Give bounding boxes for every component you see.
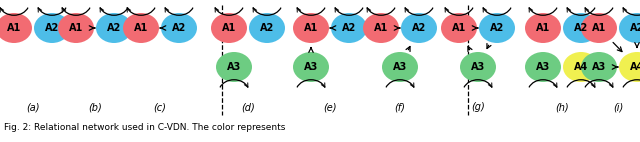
Ellipse shape — [525, 52, 561, 82]
Text: (e): (e) — [323, 102, 337, 112]
Text: A2: A2 — [412, 23, 426, 33]
Text: A1: A1 — [134, 23, 148, 33]
Text: A1: A1 — [69, 23, 83, 33]
Ellipse shape — [363, 13, 399, 43]
Text: A2: A2 — [260, 23, 274, 33]
Text: A4: A4 — [630, 62, 640, 72]
Ellipse shape — [293, 13, 329, 43]
Ellipse shape — [331, 13, 367, 43]
Ellipse shape — [58, 13, 94, 43]
Text: A1: A1 — [374, 23, 388, 33]
Text: A4: A4 — [574, 62, 588, 72]
Text: A1: A1 — [222, 23, 236, 33]
Ellipse shape — [401, 13, 437, 43]
Text: A3: A3 — [393, 62, 407, 72]
Ellipse shape — [382, 52, 418, 82]
Text: A1: A1 — [7, 23, 21, 33]
Text: (c): (c) — [154, 102, 166, 112]
Text: (g): (g) — [471, 102, 485, 112]
Ellipse shape — [479, 13, 515, 43]
Text: A2: A2 — [45, 23, 59, 33]
Text: (b): (b) — [88, 102, 102, 112]
Ellipse shape — [211, 13, 247, 43]
Ellipse shape — [161, 13, 197, 43]
Text: (f): (f) — [395, 102, 405, 112]
Text: Fig. 2: Relational network used in C-VDN. The color represents: Fig. 2: Relational network used in C-VDN… — [4, 124, 285, 132]
Ellipse shape — [460, 52, 496, 82]
Text: A2: A2 — [342, 23, 356, 33]
Ellipse shape — [216, 52, 252, 82]
Text: A1: A1 — [452, 23, 466, 33]
Ellipse shape — [441, 13, 477, 43]
Text: A2: A2 — [490, 23, 504, 33]
Text: A1: A1 — [592, 23, 606, 33]
Ellipse shape — [525, 13, 561, 43]
Ellipse shape — [619, 13, 640, 43]
Ellipse shape — [249, 13, 285, 43]
Ellipse shape — [0, 13, 32, 43]
Text: A3: A3 — [304, 62, 318, 72]
Text: A2: A2 — [574, 23, 588, 33]
Ellipse shape — [581, 13, 617, 43]
Text: A3: A3 — [471, 62, 485, 72]
Text: A1: A1 — [536, 23, 550, 33]
Text: (a): (a) — [26, 102, 40, 112]
Ellipse shape — [563, 52, 599, 82]
Text: A3: A3 — [227, 62, 241, 72]
Text: A2: A2 — [630, 23, 640, 33]
Ellipse shape — [34, 13, 70, 43]
Ellipse shape — [293, 52, 329, 82]
Text: A3: A3 — [592, 62, 606, 72]
Ellipse shape — [96, 13, 132, 43]
Ellipse shape — [123, 13, 159, 43]
Ellipse shape — [581, 52, 617, 82]
Text: A3: A3 — [536, 62, 550, 72]
Ellipse shape — [563, 13, 599, 43]
Text: (i): (i) — [613, 102, 623, 112]
Text: (d): (d) — [241, 102, 255, 112]
Text: A2: A2 — [107, 23, 121, 33]
Text: (h): (h) — [555, 102, 569, 112]
Text: A2: A2 — [172, 23, 186, 33]
Text: A1: A1 — [304, 23, 318, 33]
Ellipse shape — [619, 52, 640, 82]
